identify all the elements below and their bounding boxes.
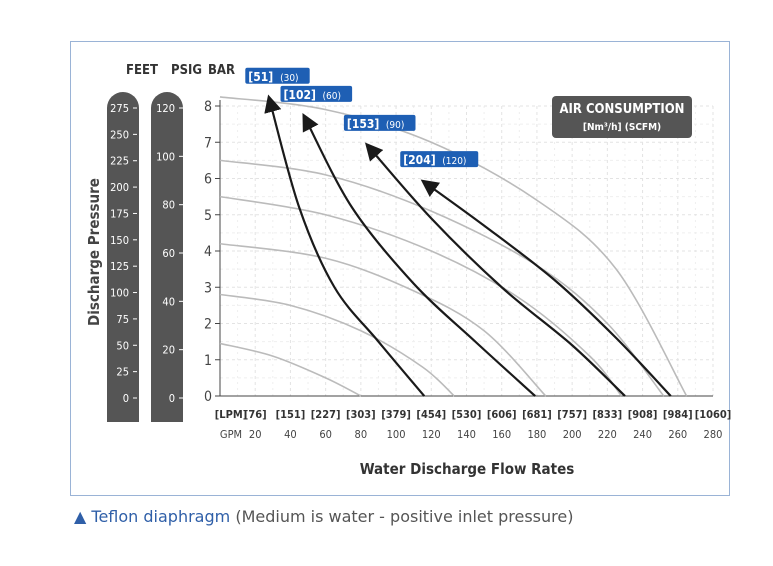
gpm-tick-label: 240: [633, 428, 652, 441]
axis-header-feet: FEET: [126, 63, 158, 78]
pressure-curve-1: [219, 96, 688, 397]
feet-tick-label: 250: [110, 128, 129, 141]
bar-tick-label: 6: [204, 172, 212, 188]
lpm-tick-label: [454]: [416, 408, 446, 421]
pressure-curve-4: [219, 242, 547, 397]
air-curve-badge: [400, 151, 479, 168]
air-curve-label-metric: [102]: [284, 88, 316, 102]
lpm-tick-label: [303]: [346, 408, 376, 421]
psig-tick-label: 120: [156, 102, 175, 115]
gpm-tick-label: 280: [704, 428, 723, 441]
gpm-tick-label: 180: [527, 428, 546, 441]
axis-header-bar: BAR: [208, 63, 235, 78]
pressure-curve-3: [219, 195, 623, 397]
caption: ▲ Teflon diaphragm (Medium is water - po…: [74, 507, 573, 526]
legend-box: [552, 96, 692, 138]
lpm-tick-label: [379]: [381, 408, 411, 421]
chart-frame: FEET PSIG BAR Discharge Pressure 275 250 225 20…: [70, 41, 731, 496]
feet-tick-label: 0: [123, 392, 129, 405]
air-curve-label-metric: [153]: [347, 117, 379, 131]
bar-tick-label: 2: [204, 317, 212, 333]
gpm-tick-label: 80: [355, 428, 368, 441]
feet-tick-label: 125: [110, 260, 129, 273]
feet-tick-label: 200: [110, 181, 129, 194]
feet-tick-label: 50: [116, 339, 129, 352]
air-curve-label-imperial: (120): [442, 156, 466, 167]
feet-tick-label: 275: [110, 102, 129, 115]
air-curve-badge: [245, 67, 310, 84]
gpm-tick-label: 220: [598, 428, 617, 441]
psig-tick-label: 60: [162, 247, 175, 260]
lpm-unit-label: [LPM]: [215, 408, 247, 421]
gpm-tick-label: 260: [668, 428, 687, 441]
gpm-tick-label: 60: [319, 428, 332, 441]
feet-tick-label: 150: [110, 234, 129, 247]
lpm-tick-label: [908]: [628, 408, 658, 421]
lpm-tick-label: [76]: [244, 408, 267, 421]
air-curve-badge: [280, 85, 353, 102]
legend-subtitle: [Nm³/h] (SCFM): [583, 122, 661, 133]
pressure-curve-2: [219, 159, 665, 397]
legend-title: AIR CONSUMPTION: [560, 102, 685, 117]
x-axis-title: Water Discharge Flow Rates: [360, 460, 575, 478]
psig-column: [151, 92, 183, 422]
lpm-tick-label: [984]: [663, 408, 693, 421]
psig-tick-label: 40: [162, 295, 175, 308]
air-curve-1: [264, 94, 426, 397]
lpm-tick-label: [151]: [276, 408, 306, 421]
caption-material: Teflon diaphragm: [91, 507, 231, 526]
lpm-tick-label: [833]: [593, 408, 623, 421]
feet-tick-label: 225: [110, 155, 129, 168]
triangle-up-icon: ▲: [74, 507, 87, 526]
gpm-tick-label: 100: [387, 428, 406, 441]
lpm-tick-label: [227]: [311, 408, 341, 421]
pressure-curve-5: [219, 293, 455, 397]
air-curve-label-imperial: (60): [323, 91, 341, 102]
bar-tick-label: 4: [204, 244, 212, 260]
pressure-curve-6: [219, 342, 362, 397]
air-curve-4: [420, 179, 672, 397]
gpm-unit-label: GPM: [220, 428, 242, 441]
feet-tick-label: 25: [116, 366, 129, 379]
axis-header-psig: PSIG: [171, 63, 202, 78]
air-curve-label-imperial: (30): [280, 73, 298, 84]
feet-tick-label: 100: [110, 287, 129, 300]
lpm-tick-label: [530]: [452, 408, 482, 421]
bar-tick-label: 8: [204, 99, 212, 115]
air-curve-label-metric: [204]: [403, 153, 435, 167]
psig-tick-label: 0: [169, 392, 175, 405]
lpm-tick-label: [757]: [557, 408, 587, 421]
feet-column: [107, 92, 139, 422]
gpm-tick-label: 200: [563, 428, 582, 441]
psig-tick-label: 100: [156, 150, 175, 163]
psig-tick-label: 20: [162, 344, 175, 357]
gpm-tick-label: 160: [492, 428, 511, 441]
gpm-tick-label: 120: [422, 428, 441, 441]
feet-tick-label: 75: [116, 313, 129, 326]
gpm-tick-label: 20: [249, 428, 262, 441]
feet-tick-label: 175: [110, 207, 129, 220]
y-axis-title: Discharge Pressure: [85, 178, 103, 326]
air-curve-3: [365, 142, 626, 397]
lpm-tick-label: [1060]: [695, 408, 731, 421]
bar-tick-label: 3: [204, 280, 212, 296]
air-curve-2: [302, 112, 536, 397]
gpm-tick-label: 140: [457, 428, 476, 441]
gpm-tick-label: 40: [284, 428, 297, 441]
bar-tick-label: 0: [204, 389, 212, 405]
air-curve-badge: [343, 114, 416, 131]
bar-tick-label: 5: [204, 208, 212, 224]
air-curve-label-metric: [51]: [248, 70, 273, 84]
lpm-tick-label: [606]: [487, 408, 517, 421]
caption-note: (Medium is water - positive inlet pressu…: [235, 507, 574, 526]
lpm-tick-label: [681]: [522, 408, 552, 421]
bar-tick-label: 7: [204, 135, 212, 151]
psig-tick-label: 80: [162, 199, 175, 212]
air-curve-label-imperial: (90): [386, 120, 404, 131]
bar-tick-label: 1: [204, 353, 212, 369]
